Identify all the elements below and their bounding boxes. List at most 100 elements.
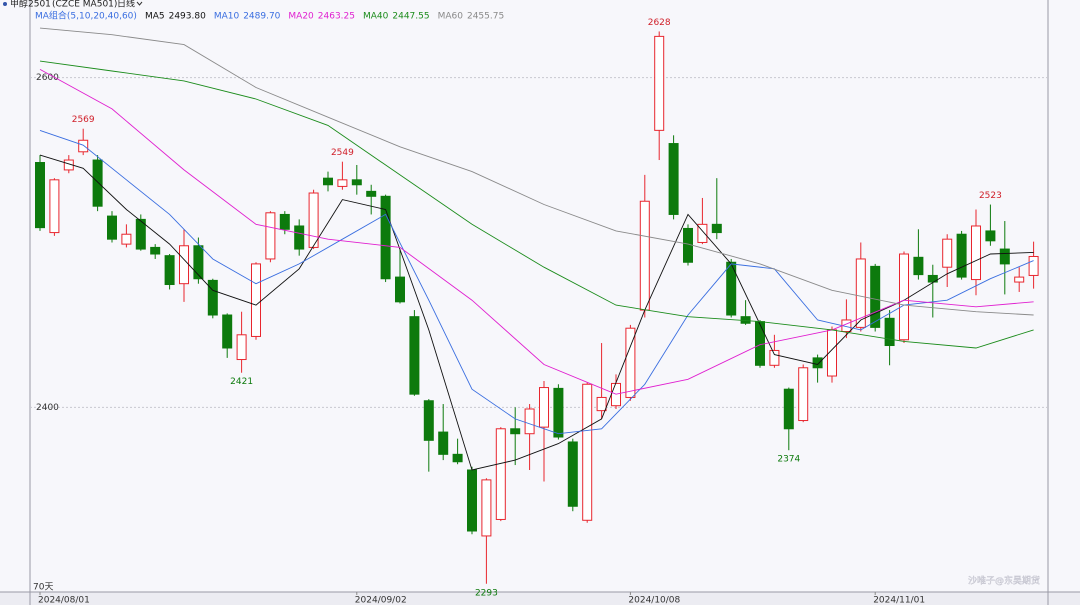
candle-body	[423, 400, 434, 441]
candle-body	[985, 230, 996, 242]
candle-body	[812, 357, 823, 369]
ma-line	[39, 129, 1034, 435]
candle-body	[596, 396, 607, 412]
x-tick-label: 2024/09/02	[355, 596, 407, 605]
candle-body	[135, 218, 146, 250]
ma-line	[39, 27, 1034, 316]
legend-value: 2489.70	[243, 12, 280, 22]
day-count: 70天	[33, 583, 53, 593]
low-label: 2421	[230, 377, 253, 387]
candle-body	[783, 388, 794, 430]
candle-body	[524, 408, 535, 435]
legend-name: MA10	[214, 12, 240, 22]
candle-body	[35, 162, 45, 229]
candle-body	[510, 428, 521, 435]
candle-body	[798, 367, 809, 422]
x-tick-label: 2024/10/08	[628, 596, 680, 605]
x-axis-strip	[0, 592, 1080, 605]
candle-body	[639, 200, 650, 311]
high-label: 2523	[979, 191, 1002, 201]
candle-body	[150, 246, 161, 255]
legend-name: MA40	[363, 12, 389, 22]
indicator-label: MA组合(5,10,20,40,60)	[35, 10, 137, 22]
candle-body	[452, 453, 463, 463]
symbol-dot	[3, 2, 7, 6]
candle-body	[78, 139, 89, 153]
candle-body	[553, 387, 564, 438]
candle-body	[222, 314, 233, 349]
candle-body	[769, 349, 780, 366]
candle-body	[481, 479, 492, 537]
legend-value: 2455.75	[467, 12, 504, 22]
candle-body	[711, 223, 722, 234]
candle-body	[668, 143, 679, 215]
candle-body	[395, 276, 405, 303]
dropdown-icon[interactable]	[136, 1, 143, 6]
watermark: 沙唯子@东吴期货	[968, 575, 1040, 587]
candle-body	[308, 192, 319, 248]
candle-body	[654, 35, 665, 131]
candle-body	[107, 215, 117, 240]
candle-body	[294, 225, 305, 250]
candle-body	[884, 317, 895, 347]
legend-value: 2493.80	[169, 12, 206, 22]
candle-body	[279, 213, 290, 230]
candle-body	[726, 261, 737, 316]
candle-body	[438, 431, 449, 455]
candle-body	[179, 245, 189, 285]
symbol-title: 甲醇2501	[10, 0, 51, 10]
candle-body	[164, 255, 175, 286]
candle-body	[495, 428, 506, 520]
high-label: 2549	[331, 148, 354, 158]
legend-name: MA20	[288, 12, 314, 22]
candle-body	[1028, 255, 1039, 276]
candle-body	[337, 179, 348, 187]
candle-body	[467, 469, 477, 532]
high-label: 2569	[72, 115, 95, 125]
ma-line	[39, 60, 1034, 349]
candle-body	[755, 321, 765, 366]
candle-body	[265, 212, 276, 260]
candle-body	[207, 279, 218, 316]
x-tick-label: 2024/11/01	[873, 596, 925, 605]
candle-body	[323, 177, 333, 186]
high-label: 2628	[648, 18, 671, 28]
candle-body	[380, 195, 391, 280]
ma-line	[39, 154, 1034, 471]
x-tick-label: 2024/08/01	[38, 596, 90, 605]
candle-body	[625, 327, 636, 398]
legend-value: 2463.25	[318, 12, 355, 22]
candle-body	[942, 238, 953, 268]
low-label: 2293	[475, 588, 498, 598]
legend-name: MA60	[438, 12, 464, 22]
candle-body	[251, 263, 261, 337]
y-tick-label: 2600	[36, 73, 59, 83]
y-tick-label: 2400	[36, 403, 59, 413]
candle-body	[697, 223, 708, 243]
candle-body	[971, 225, 981, 281]
candle-body	[193, 245, 204, 280]
candle-body	[236, 334, 247, 361]
candle-body	[539, 387, 549, 428]
candle-body	[899, 253, 909, 341]
candle-body	[366, 190, 377, 197]
candle-body	[567, 441, 578, 507]
ma-line	[39, 69, 1034, 395]
candle-body	[49, 179, 60, 234]
candle-body	[582, 383, 593, 521]
candle-body	[92, 159, 103, 207]
legend-value: 2447.55	[392, 12, 429, 22]
candle-body	[927, 274, 938, 283]
candle-body	[999, 248, 1010, 265]
candle-body	[121, 233, 132, 245]
legend-name: MA5	[145, 12, 165, 22]
candle-body	[913, 256, 924, 276]
candle-body	[870, 265, 881, 328]
candle-body	[1014, 276, 1025, 283]
candle-body	[409, 316, 420, 395]
candle-body	[956, 233, 967, 278]
period-select[interactable]: 日线	[117, 0, 135, 10]
